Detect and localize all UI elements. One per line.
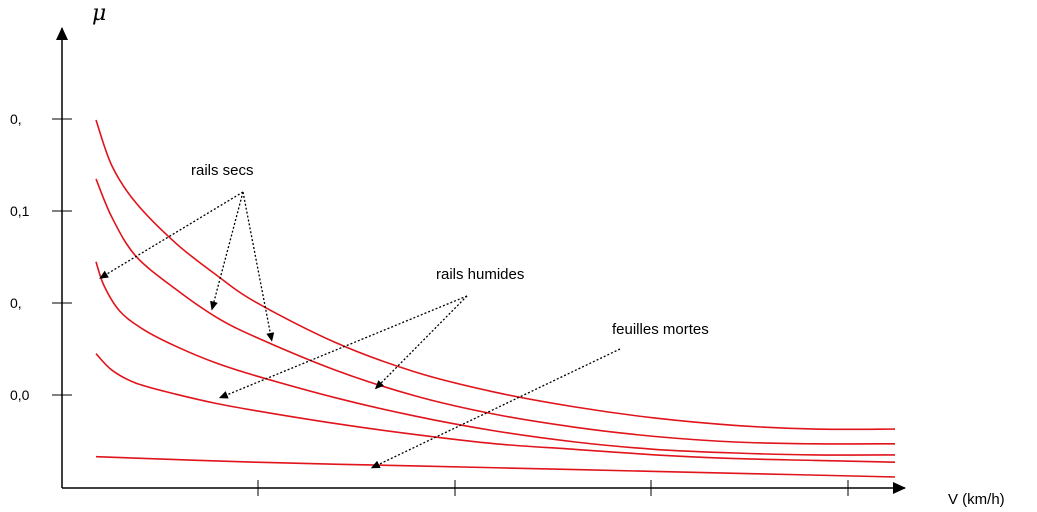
y-tick-label: 0, (10, 295, 22, 311)
series-layer (95, 119, 896, 478)
annotation-arrows (99, 191, 621, 469)
x-axis-label: V (km/h) (948, 491, 1005, 508)
annotation-label-rails-secs: rails secs (191, 162, 254, 179)
y-tick-label: 0,1 (10, 203, 30, 219)
annotation-arrow-2-2 (374, 295, 468, 390)
y-tick-label: 0, (10, 111, 22, 127)
y-tick-label: 0,0 (10, 387, 30, 403)
y-axis-label: μ (92, 1, 106, 26)
annotation-arrow-2-1 (218, 295, 468, 399)
annotation-arrow-3-1 (370, 348, 621, 469)
series-line-4 (95, 353, 896, 463)
annotation-arrow-1-3 (242, 191, 275, 342)
annotation-label-rails-humides: rails humides (436, 266, 524, 283)
series-line-2 (95, 178, 896, 445)
series-line-5 (95, 455, 896, 478)
series-line-3 (95, 261, 896, 456)
series-line-1 (95, 119, 896, 431)
annotation-label-feuilles-mortes: feuilles mortes (612, 321, 709, 338)
annotation-arrow-1-2 (210, 191, 244, 311)
